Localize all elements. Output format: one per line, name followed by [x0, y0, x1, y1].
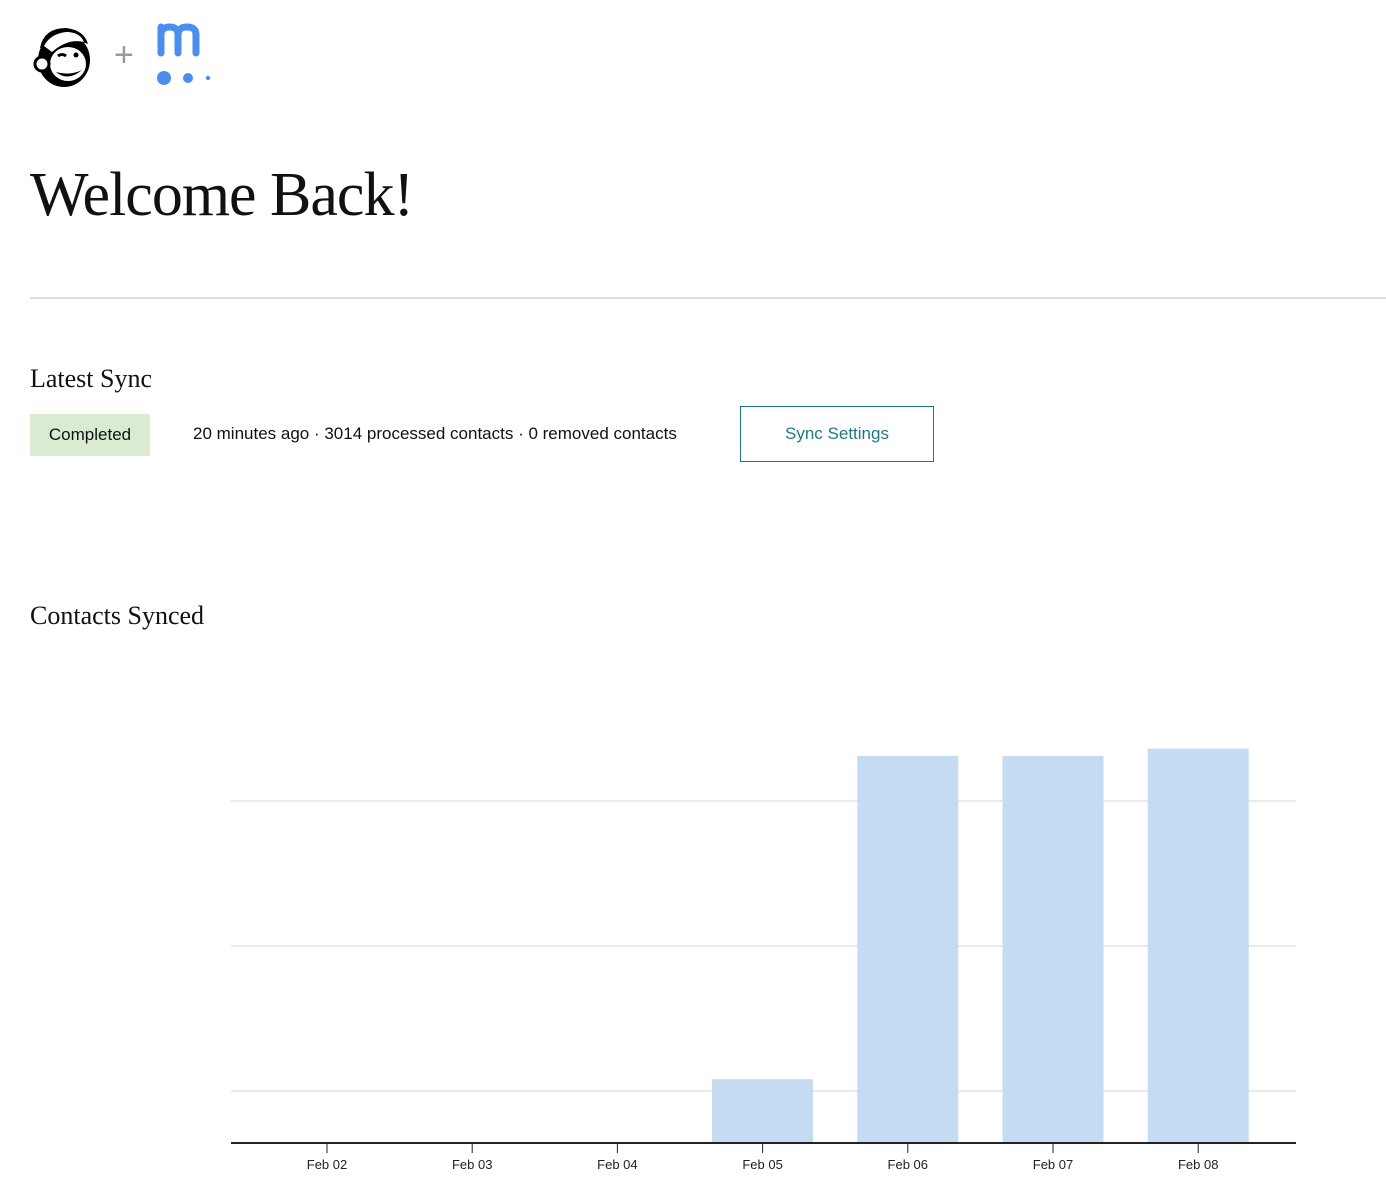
header-logos: + — [30, 22, 216, 88]
contacts-synced-heading: Contacts Synced — [30, 601, 205, 630]
mailchimp-logo-icon — [33, 28, 90, 87]
sync-settings-button[interactable]: Sync Settings — [740, 406, 934, 462]
divider — [30, 297, 1386, 299]
status-badge: Completed — [30, 414, 150, 456]
page-title: Welcome Back! — [30, 161, 414, 229]
x-tick-label: Feb 05 — [742, 1157, 782, 1172]
meetup-logo-icon — [156, 23, 211, 85]
bar — [1002, 755, 1104, 1143]
bar — [712, 1079, 814, 1143]
bar — [857, 755, 959, 1143]
x-tick-label: Feb 07 — [1033, 1157, 1073, 1172]
latest-sync-heading: Latest Sync — [30, 364, 153, 393]
x-tick-label: Feb 03 — [452, 1157, 492, 1172]
x-tick-label: Feb 02 — [307, 1157, 347, 1172]
plus-sign: + — [114, 36, 134, 74]
x-tick-label: Feb 06 — [888, 1157, 928, 1172]
x-tick-label: Feb 08 — [1178, 1157, 1218, 1172]
bar — [1147, 748, 1249, 1143]
sync-details: 20 minutes ago · 3014 processed contacts… — [193, 424, 677, 443]
x-tick-label: Feb 04 — [597, 1157, 637, 1172]
